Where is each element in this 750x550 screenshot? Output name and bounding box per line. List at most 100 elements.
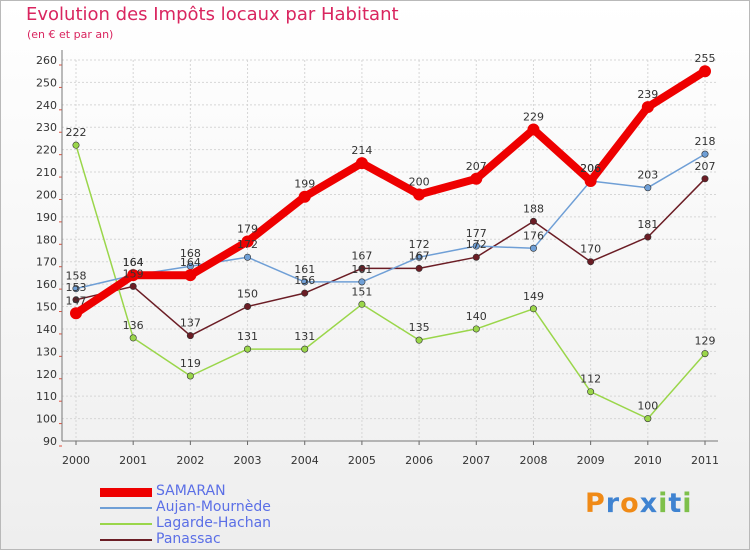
data-label-panassac: 167 — [351, 249, 372, 262]
point-aujan-mourn-de — [644, 184, 652, 192]
legend-item-lagarde-hachan: Lagarde-Hachan — [100, 515, 360, 532]
point-samaran — [241, 235, 254, 248]
data-label-lagarde-hachan: 129 — [695, 335, 716, 348]
data-label-samaran: 255 — [695, 52, 716, 65]
point-aujan-mourn-de — [301, 278, 309, 286]
point-panassac — [415, 264, 423, 272]
legend-item-panassac: Panassac — [100, 531, 360, 548]
legend-label: Lagarde-Hachan — [156, 515, 272, 531]
point-samaran — [298, 190, 311, 203]
point-panassac — [244, 303, 252, 311]
data-label-panassac: 153 — [66, 281, 87, 294]
point-samaran — [70, 307, 82, 320]
data-label-panassac: 172 — [466, 238, 487, 251]
data-label-aujan-mourn-de: 206 — [580, 162, 601, 175]
data-label-lagarde-hachan: 131 — [237, 330, 258, 343]
y-tick-label: 200 — [36, 188, 57, 201]
data-label-samaran: 206 — [580, 162, 601, 175]
data-label-aujan-mourn-de: 168 — [180, 247, 201, 260]
x-tick-label: 2010 — [634, 454, 662, 467]
legend-label: SAMARAN — [156, 483, 226, 499]
data-label-samaran: 207 — [466, 160, 487, 173]
y-tick-label: 210 — [36, 166, 57, 179]
data-label-panassac: 156 — [294, 274, 315, 287]
data-label-lagarde-hachan: 135 — [409, 321, 430, 334]
legend-swatch — [100, 539, 152, 541]
chart-subtitle: (en € et par an) — [27, 28, 114, 41]
data-label-aujan-mourn-de: 177 — [466, 227, 487, 240]
data-label-lagarde-hachan: 119 — [180, 357, 201, 370]
data-label-aujan-mourn-de: 158 — [66, 270, 87, 283]
point-lagarde-hachan — [472, 325, 480, 333]
data-label-panassac: 137 — [180, 317, 201, 330]
y-tick-label: 250 — [36, 76, 57, 89]
point-lagarde-hachan — [701, 350, 709, 358]
legend-swatch — [100, 523, 152, 525]
data-label-samaran: 164 — [180, 256, 201, 269]
data-points — [70, 65, 711, 423]
point-lagarde-hachan — [186, 372, 194, 380]
y-tick-label: 100 — [36, 413, 57, 426]
point-panassac — [186, 332, 194, 340]
grid — [62, 59, 718, 442]
point-aujan-mourn-de — [244, 253, 252, 261]
legend-swatch — [100, 487, 152, 497]
y-tick-label: 90 — [43, 435, 57, 448]
point-panassac — [129, 282, 137, 290]
data-label-lagarde-hachan: 131 — [294, 330, 315, 343]
data-label-samaran: 164 — [123, 256, 144, 269]
y-tick-label: 230 — [36, 121, 57, 134]
x-tick-label: 2003 — [234, 454, 262, 467]
data-label-lagarde-hachan: 112 — [580, 373, 601, 386]
point-lagarde-hachan — [587, 388, 595, 396]
x-tick-label: 2002 — [176, 454, 204, 467]
point-samaran — [527, 123, 540, 136]
x-tick-label: 2005 — [348, 454, 376, 467]
point-samaran — [641, 101, 654, 114]
x-tick-label: 2009 — [577, 454, 605, 467]
data-label-samaran: 179 — [237, 223, 258, 236]
data-label-aujan-mourn-de: 218 — [695, 135, 716, 148]
data-label-lagarde-hachan: 136 — [123, 319, 144, 332]
point-panassac — [358, 264, 366, 272]
proxiti-logo: Proxiti — [585, 488, 693, 519]
point-aujan-mourn-de — [529, 244, 537, 252]
y-tick-label: 140 — [36, 323, 57, 336]
point-aujan-mourn-de — [415, 253, 423, 261]
data-label-panassac: 181 — [637, 218, 658, 231]
point-lagarde-hachan — [72, 141, 80, 149]
point-panassac — [529, 217, 537, 225]
point-samaran — [470, 172, 483, 185]
data-label-aujan-mourn-de: 161 — [351, 263, 372, 276]
y-tick-label: 120 — [36, 368, 57, 381]
point-aujan-mourn-de — [701, 150, 709, 158]
data-label-lagarde-hachan: 222 — [66, 126, 87, 139]
y-tick-label: 240 — [36, 99, 57, 112]
point-lagarde-hachan — [529, 305, 537, 313]
legend: SAMARAN Aujan-Mournède Lagarde-Hachan Panas… — [100, 483, 360, 548]
data-label-lagarde-hachan: 140 — [466, 310, 487, 323]
point-panassac — [472, 253, 480, 261]
y-tick-label: 170 — [36, 256, 57, 269]
data-label-samaran: 239 — [637, 88, 658, 101]
x-tick-label: 2000 — [62, 454, 90, 467]
point-lagarde-hachan — [301, 345, 309, 353]
axes: 90 100 110 120 130 140 150 160 170 180 190 200 210 22… — [36, 50, 719, 467]
point-lagarde-hachan — [129, 334, 137, 342]
series-line-samaran — [72, 67, 709, 318]
x-tick-label: 2004 — [291, 454, 319, 467]
y-tick-label: 150 — [36, 301, 57, 314]
point-panassac — [72, 296, 80, 304]
y-tick-label: 190 — [36, 211, 57, 224]
point-aujan-mourn-de — [472, 242, 480, 250]
chart-title: Evolution des Impôts locaux par Habitant — [26, 4, 399, 25]
data-label-aujan-mourn-de: 172 — [409, 238, 430, 251]
point-samaran — [584, 175, 597, 188]
legend-item-aujan-mourn-de: Aujan-Mournède — [100, 499, 360, 516]
data-label-lagarde-hachan: 100 — [637, 400, 658, 413]
data-label-samaran: 214 — [351, 144, 372, 157]
y-tick-label: 160 — [36, 278, 57, 291]
point-lagarde-hachan — [244, 345, 252, 353]
y-tick-label: 130 — [36, 345, 57, 358]
